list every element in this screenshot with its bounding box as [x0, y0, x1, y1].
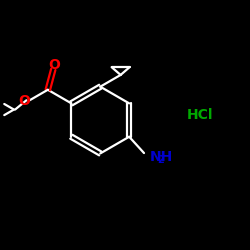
Text: O: O — [18, 94, 30, 108]
Text: O: O — [48, 58, 60, 71]
Text: 2: 2 — [157, 155, 164, 165]
Text: NH: NH — [150, 150, 173, 164]
Text: HCl: HCl — [187, 108, 213, 122]
